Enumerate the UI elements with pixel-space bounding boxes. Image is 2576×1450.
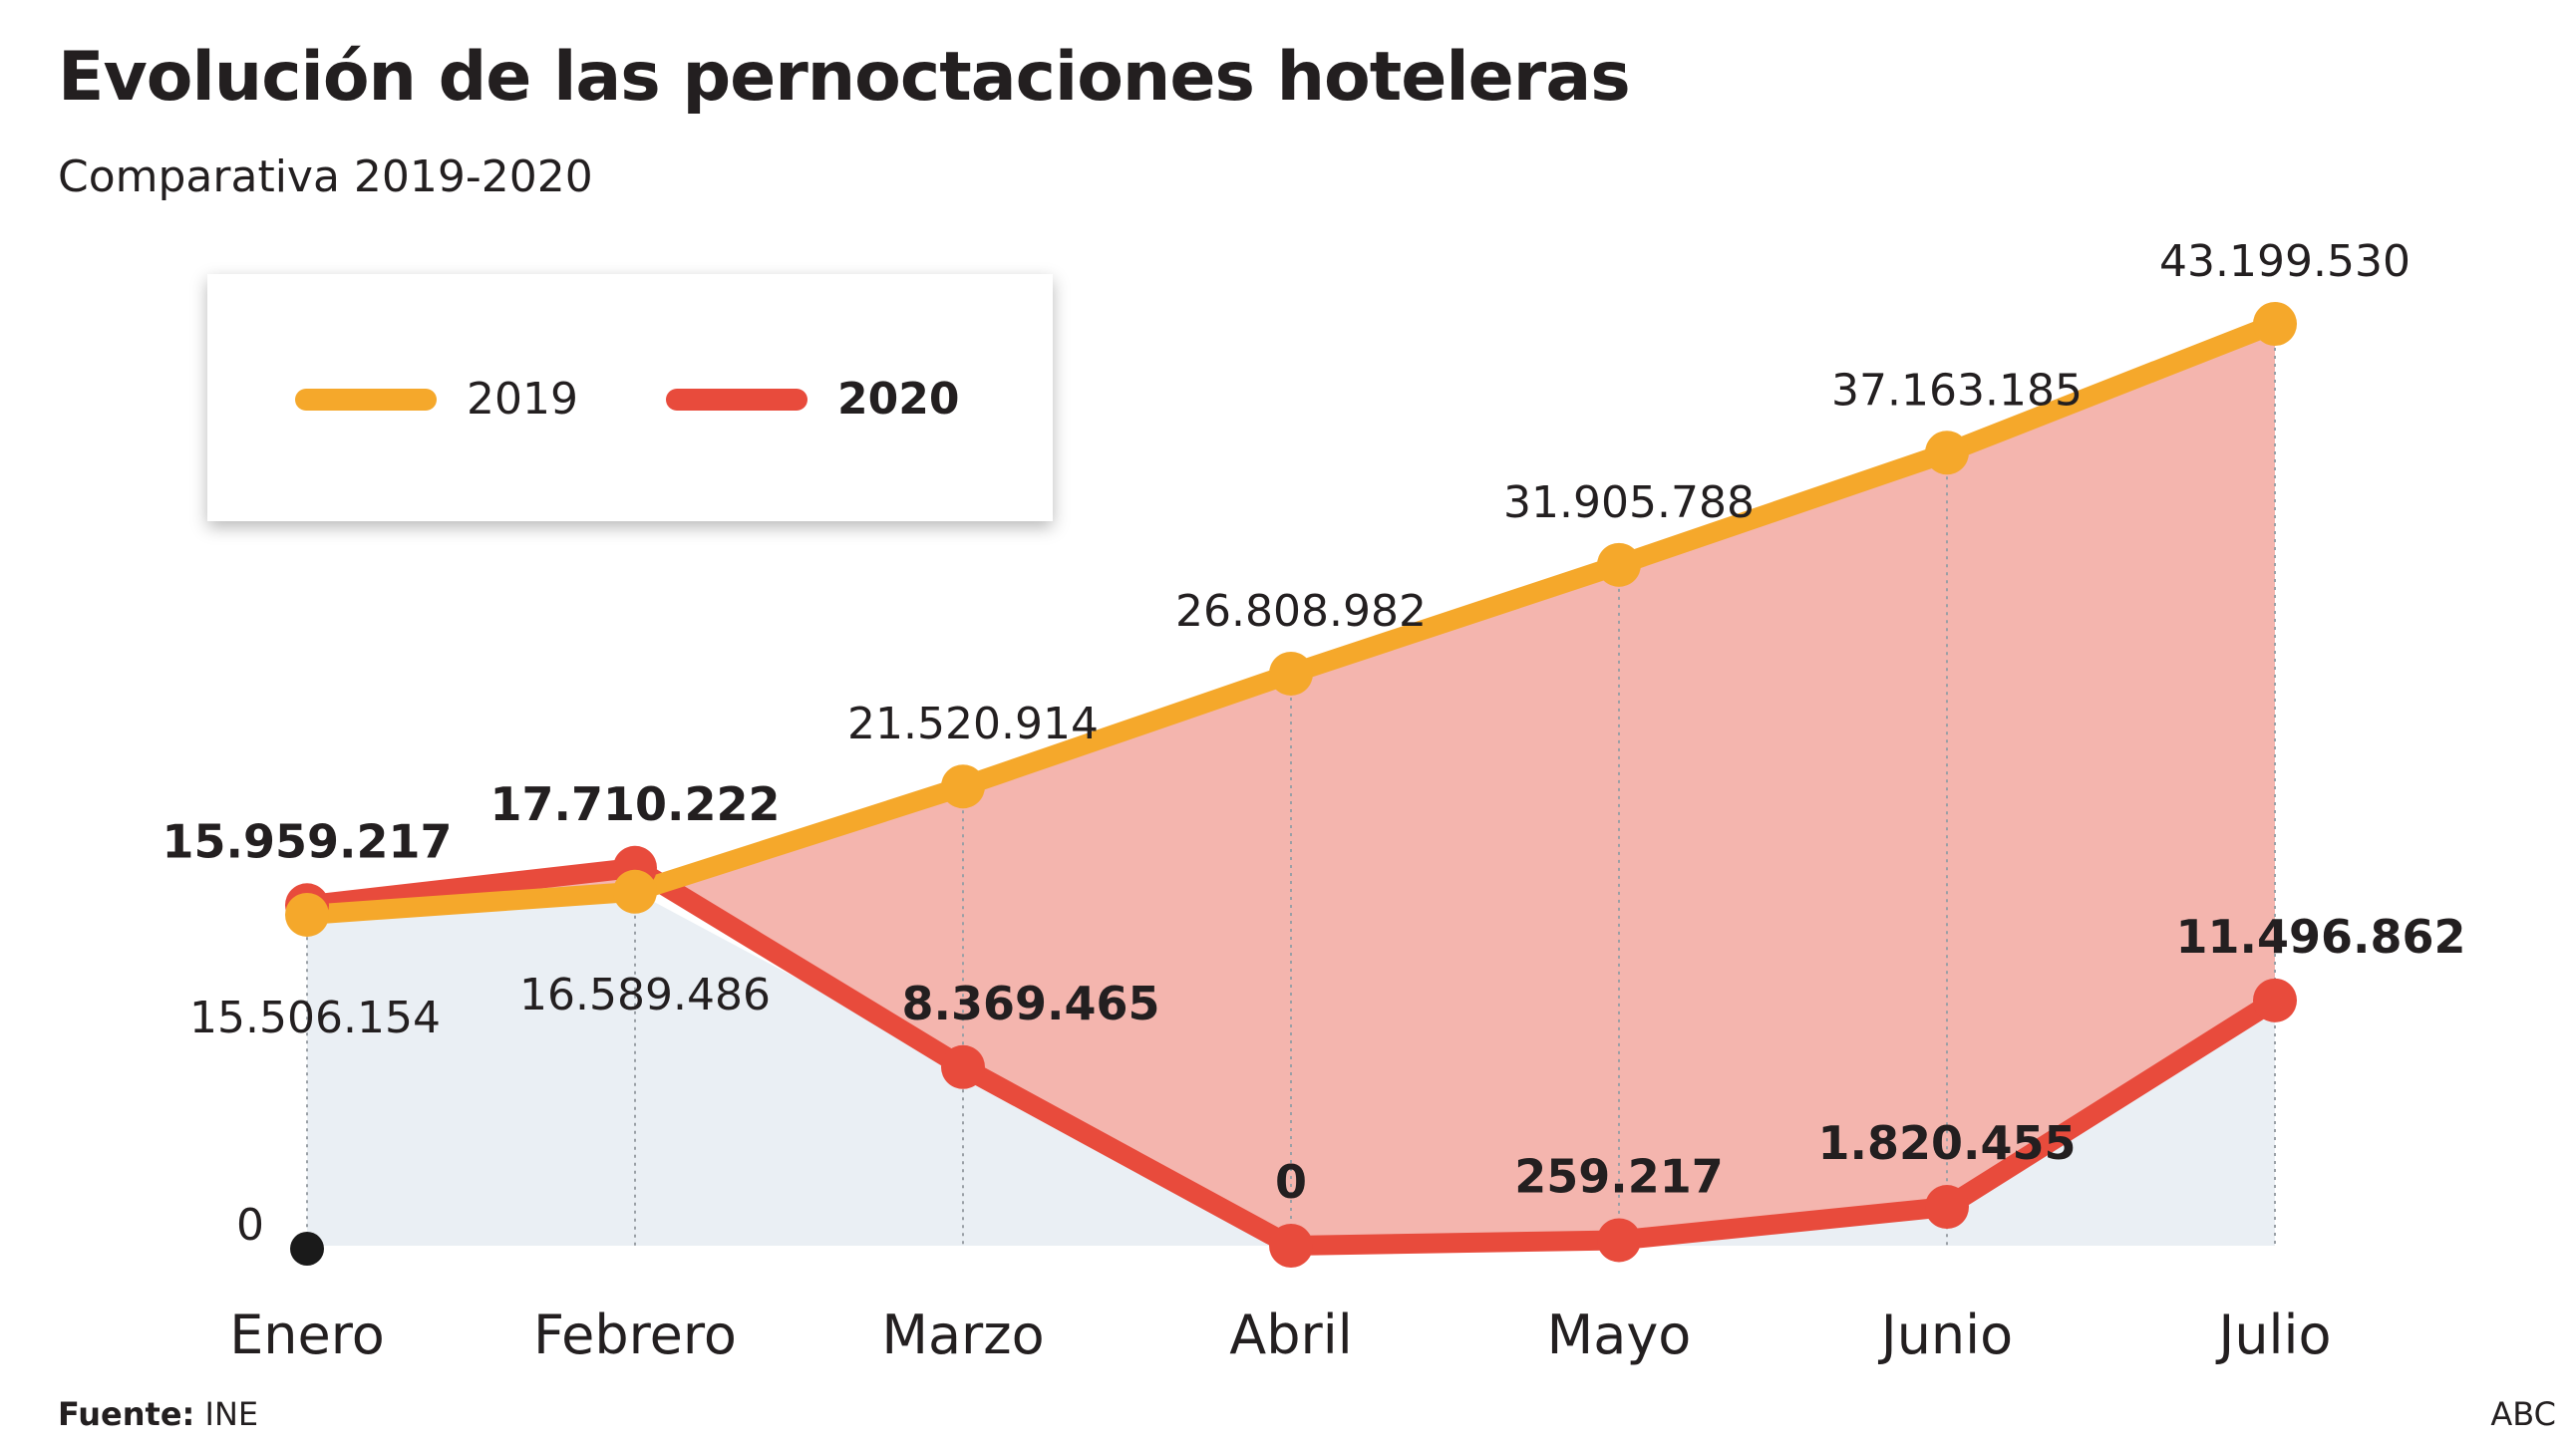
source-value: INE xyxy=(204,1395,259,1433)
value-label-2020-mayo: 259.217 xyxy=(1514,1149,1724,1203)
x-tick-label-enero: Enero xyxy=(229,1304,385,1366)
x-tick-label-abril: Abril xyxy=(1229,1304,1352,1366)
point-2020-mayo xyxy=(1597,1218,1641,1263)
point-2019-febrero xyxy=(613,869,657,914)
chart-legend: 2019 2020 xyxy=(207,274,1053,521)
value-label-2020-enero: 15.959.217 xyxy=(161,814,452,868)
zero-marker xyxy=(290,1232,324,1266)
y-zero-label: 0 xyxy=(236,1200,264,1251)
legend-swatch-2020 xyxy=(666,388,807,411)
chart-title: Evolución de las pernoctaciones hotelera… xyxy=(58,38,1631,117)
area-under xyxy=(307,891,2275,1246)
legend-label-2020: 2020 xyxy=(837,374,960,425)
value-label-2019-enero: 15.506.154 xyxy=(189,993,441,1043)
legend-item-2019: 2019 xyxy=(295,374,578,425)
value-label-2019-julio: 43.199.530 xyxy=(2159,236,2411,287)
legend-swatch-2019 xyxy=(295,388,437,411)
point-2020-julio xyxy=(2253,978,2297,1022)
source-label: Fuente: xyxy=(58,1395,195,1433)
point-2020-abril xyxy=(1269,1224,1313,1268)
value-label-2020-febrero: 17.710.222 xyxy=(489,777,780,831)
point-2019-abril xyxy=(1269,651,1313,696)
value-label-2019-febrero: 16.589.486 xyxy=(519,970,771,1020)
point-2019-junio xyxy=(1925,431,1969,475)
x-tick-label-julio: Julio xyxy=(2215,1304,2331,1366)
area-between xyxy=(307,324,2275,1246)
credit-note: ABC xyxy=(2490,1395,2556,1433)
value-label-2019-abril: 26.808.982 xyxy=(1175,586,1427,637)
point-2020-marzo xyxy=(941,1044,985,1089)
legend-item-2020: 2020 xyxy=(666,374,959,425)
x-tick-label-marzo: Marzo xyxy=(881,1304,1044,1366)
point-2019-julio xyxy=(2253,302,2297,346)
x-tick-label-mayo: Mayo xyxy=(1547,1304,1692,1366)
point-2019-marzo xyxy=(941,764,985,809)
value-label-2020-marzo: 8.369.465 xyxy=(902,977,1160,1030)
legend-label-2019: 2019 xyxy=(467,374,578,425)
value-label-2019-mayo: 31.905.788 xyxy=(1503,477,1755,528)
x-tick-label-febrero: Febrero xyxy=(533,1304,737,1366)
value-label-2020-julio: 11.496.862 xyxy=(2175,910,2465,964)
x-tick-label-junio: Junio xyxy=(1878,1304,2013,1366)
chart-subtitle: Comparativa 2019-2020 xyxy=(58,151,593,202)
point-2020-junio xyxy=(1925,1185,1969,1230)
value-label-2019-junio: 37.163.185 xyxy=(1831,365,2083,416)
source-note: Fuente: INE xyxy=(58,1395,258,1433)
value-label-2020-abril: 0 xyxy=(1275,1155,1307,1209)
value-label-2019-marzo: 21.520.914 xyxy=(847,699,1099,749)
value-label-2020-junio: 1.820.455 xyxy=(1818,1116,2077,1170)
point-2019-enero xyxy=(285,892,329,937)
point-2019-mayo xyxy=(1597,542,1641,587)
